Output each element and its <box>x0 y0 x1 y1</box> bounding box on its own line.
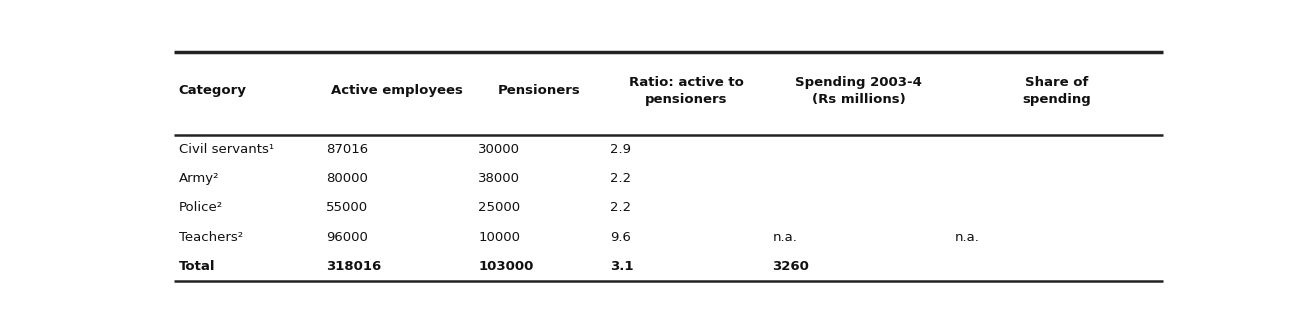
Text: 38000: 38000 <box>478 172 520 185</box>
Text: 96000: 96000 <box>326 231 368 244</box>
Text: 80000: 80000 <box>326 172 368 185</box>
Text: 9.6: 9.6 <box>610 231 631 244</box>
Text: 25000: 25000 <box>478 201 520 215</box>
Text: 2.9: 2.9 <box>610 143 631 156</box>
Text: Army²: Army² <box>179 172 220 185</box>
Text: Pensioners: Pensioners <box>497 84 580 97</box>
Text: Total: Total <box>179 260 216 273</box>
Text: 103000: 103000 <box>478 260 534 273</box>
Text: 3260: 3260 <box>772 260 809 273</box>
Text: 2.2: 2.2 <box>610 201 631 215</box>
Text: Share of
spending: Share of spending <box>1022 76 1090 106</box>
Text: Teachers²: Teachers² <box>179 231 243 244</box>
Text: 55000: 55000 <box>326 201 368 215</box>
Text: 87016: 87016 <box>326 143 368 156</box>
Text: n.a.: n.a. <box>956 231 980 244</box>
Text: Ratio: active to
pensioners: Ratio: active to pensioners <box>628 76 744 106</box>
Text: Active employees: Active employees <box>331 84 463 97</box>
Text: Police²: Police² <box>179 201 223 215</box>
Text: 318016: 318016 <box>326 260 381 273</box>
Text: 30000: 30000 <box>478 143 520 156</box>
Text: n.a.: n.a. <box>772 231 797 244</box>
Text: 2.2: 2.2 <box>610 172 631 185</box>
Text: 3.1: 3.1 <box>610 260 634 273</box>
Text: Civil servants¹: Civil servants¹ <box>179 143 274 156</box>
Text: Spending 2003-4
(Rs millions): Spending 2003-4 (Rs millions) <box>795 76 922 106</box>
Text: 10000: 10000 <box>478 231 520 244</box>
Text: Category: Category <box>179 84 246 97</box>
